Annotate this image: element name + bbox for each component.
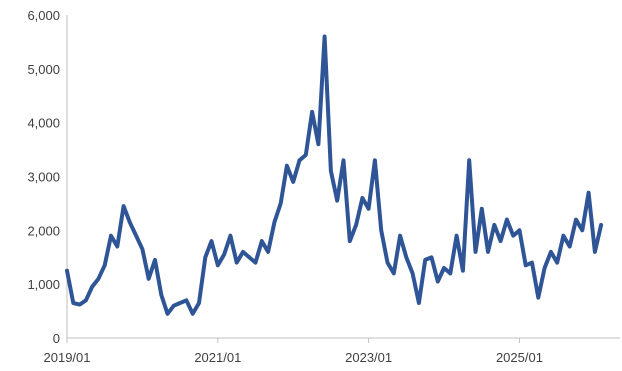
x-tick-label: 2021/01 xyxy=(194,350,241,365)
y-tick-label: 2,000 xyxy=(27,223,60,238)
y-tick-label: 6,000 xyxy=(27,8,60,23)
y-axis-labels: 0 1,000 2,000 3,000 4,000 5,000 6,000 xyxy=(27,8,60,346)
y-tick-label: 3,000 xyxy=(27,170,60,185)
x-axis-labels: 2019/01 2021/01 2023/01 2025/01 xyxy=(44,350,543,365)
y-tick-label: 0 xyxy=(53,331,60,346)
x-axis-ticks xyxy=(66,338,520,343)
x-tick-label: 2025/01 xyxy=(496,350,543,365)
y-tick-label: 5,000 xyxy=(27,62,60,77)
x-tick-label: 2023/01 xyxy=(345,350,392,365)
x-tick-label: 2019/01 xyxy=(44,350,91,365)
series-line xyxy=(65,34,604,316)
y-tick-label: 1,000 xyxy=(27,277,60,292)
y-tick-label: 4,000 xyxy=(27,116,60,131)
